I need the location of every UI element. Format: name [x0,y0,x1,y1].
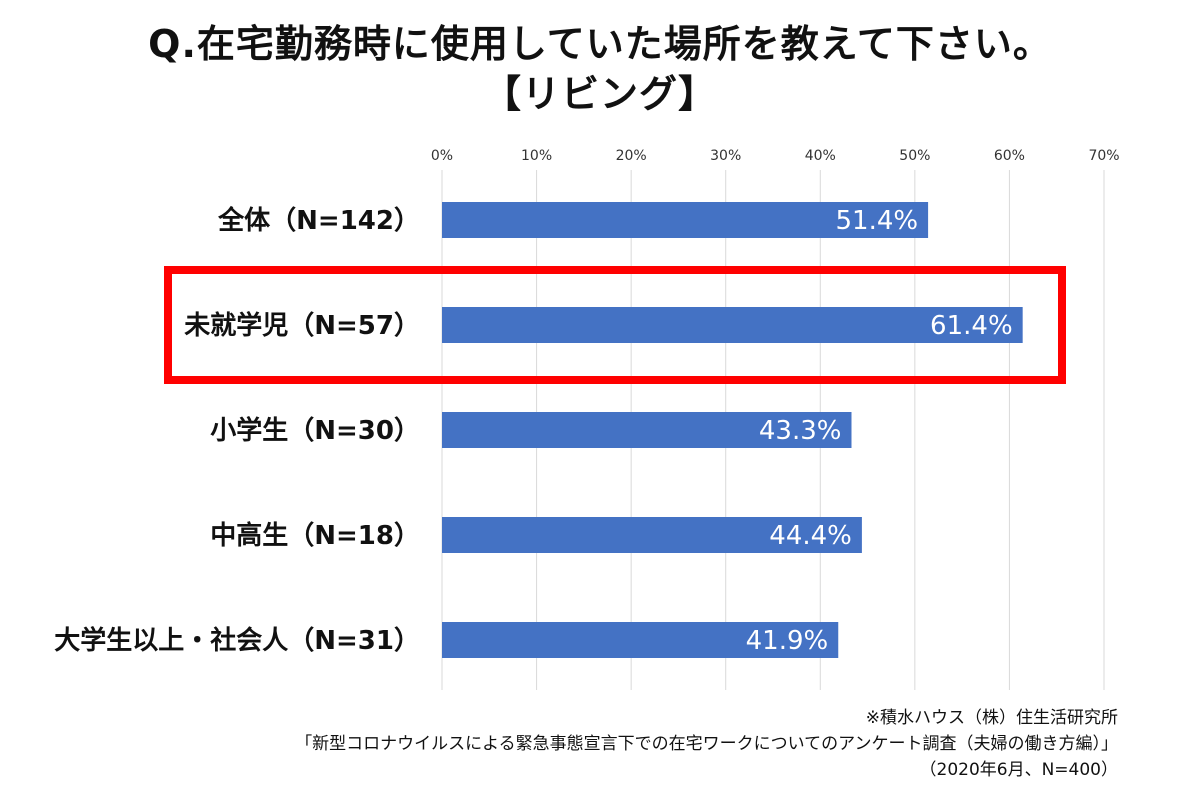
chart-title: Q.在宅勤務時に使用していた場所を教えて下さい。 [148,22,1052,66]
source-survey-date: （2020年6月、N=400） [919,760,1119,780]
x-axis-ticks: 0% 10% 20% 30% 40% 50% 60% 70% [431,148,1120,164]
x-tick-label: 20% [616,148,647,164]
category-label: 小学生（N=30） [210,415,420,446]
source-survey-title: 「新型コロナウイルスによる緊急事態宣言下での在宅ワークについてのアンケート調査（… [295,734,1118,754]
category-label: 中高生（N=18） [210,520,420,551]
bar [442,412,852,448]
category-label: 全体（N=142） [217,205,420,236]
bars: 51.4% 61.4% 43.3% 44.4% 41.9% [442,202,1023,658]
category-label: 未就学児（N=57） [184,310,420,341]
category-labels: 全体（N=142） 未就学児（N=57） 小学生（N=30） 中高生（N=18） 大学生… [54,205,420,656]
x-tick-label: 10% [521,148,552,164]
source-organization: ※積水ハウス（株）住生活研究所 [865,708,1118,728]
bar-value-label: 61.4% [930,311,1013,341]
bar [442,517,862,553]
bar [442,307,1023,343]
x-tick-label: 50% [899,148,930,164]
bar-value-label: 44.4% [769,521,852,551]
x-tick-label: 60% [994,148,1025,164]
x-tick-label: 70% [1088,148,1119,164]
bar-value-label: 43.3% [759,416,842,446]
x-tick-label: 0% [431,148,453,164]
bar-value-label: 41.9% [746,626,829,656]
x-tick-label: 40% [805,148,836,164]
x-tick-label: 30% [710,148,741,164]
highlight-box [164,266,1066,384]
chart-subtitle: 【リビング】 [482,72,717,116]
category-label: 大学生以上・社会人（N=31） [54,625,420,656]
bar [442,202,929,238]
bar-value-label: 51.4% [835,206,918,236]
bar [442,622,839,658]
